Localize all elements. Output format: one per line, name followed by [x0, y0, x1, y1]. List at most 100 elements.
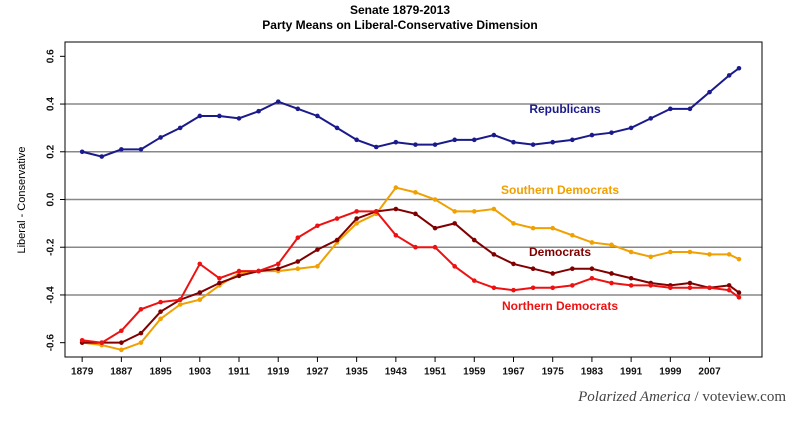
- point: [530, 285, 536, 291]
- point: [628, 249, 634, 255]
- x-tick-label: 1895: [149, 367, 172, 378]
- point: [589, 240, 595, 245]
- point: [295, 259, 301, 264]
- point: [315, 247, 320, 252]
- series-label: Northern Democrats: [502, 299, 618, 313]
- y-axis-label: Liberal - Conservative: [16, 147, 28, 254]
- point: [177, 302, 183, 307]
- x-tick-label: 1959: [463, 367, 486, 378]
- point: [99, 154, 105, 159]
- point: [687, 280, 693, 286]
- point: [315, 113, 320, 119]
- point: [393, 185, 399, 190]
- point: [177, 125, 183, 131]
- point: [609, 130, 614, 135]
- point: [99, 340, 105, 345]
- point: [589, 132, 595, 138]
- point: [158, 299, 163, 305]
- point: [570, 137, 575, 143]
- point: [295, 266, 301, 272]
- point: [609, 271, 614, 276]
- point: [570, 283, 575, 288]
- point: [138, 330, 144, 336]
- x-tick-label: 1975: [542, 367, 565, 378]
- point: [432, 142, 438, 147]
- point: [471, 278, 477, 283]
- series-label: Southern Democrats: [501, 183, 619, 197]
- point: [452, 209, 457, 214]
- point: [138, 306, 144, 312]
- point: [119, 340, 124, 345]
- point: [668, 285, 673, 291]
- point: [138, 340, 144, 345]
- point: [491, 206, 497, 212]
- y-tick-label: 0.4: [46, 97, 57, 111]
- point: [275, 261, 281, 267]
- x-tick-label: 1935: [346, 367, 369, 378]
- point: [628, 275, 634, 281]
- x-tick-label: 1951: [424, 367, 447, 378]
- point: [707, 89, 712, 95]
- point: [648, 283, 654, 288]
- point: [668, 249, 673, 255]
- point: [550, 225, 556, 231]
- point: [687, 106, 693, 112]
- y-tick-label: -0.6: [46, 334, 57, 352]
- y-tick-label: 0.6: [46, 49, 57, 63]
- point: [452, 221, 457, 226]
- point: [119, 347, 124, 353]
- point: [736, 256, 742, 262]
- point: [726, 283, 732, 288]
- point: [295, 235, 301, 240]
- point: [511, 261, 516, 267]
- plot-frame: [64, 41, 763, 358]
- point: [471, 237, 477, 243]
- point: [550, 139, 556, 145]
- point: [628, 125, 634, 131]
- point: [491, 285, 497, 291]
- point: [256, 108, 261, 114]
- point: [432, 244, 438, 250]
- x-tick-label: 1967: [502, 367, 525, 378]
- point: [354, 137, 359, 143]
- point: [413, 211, 418, 217]
- point: [511, 139, 516, 145]
- point: [217, 113, 222, 119]
- point: [530, 266, 536, 272]
- x-tick-label: 1927: [306, 367, 329, 378]
- point: [589, 266, 595, 272]
- point: [609, 280, 614, 286]
- point: [491, 132, 497, 138]
- point: [315, 264, 320, 269]
- point: [119, 147, 124, 152]
- point: [393, 139, 399, 145]
- point: [432, 197, 438, 202]
- point: [687, 249, 693, 255]
- point: [334, 237, 340, 243]
- point: [373, 209, 379, 214]
- y-tick-label: -0.2: [46, 238, 57, 256]
- point: [354, 209, 359, 214]
- point: [236, 273, 242, 279]
- point: [511, 221, 516, 226]
- point: [236, 268, 242, 274]
- point: [197, 297, 203, 303]
- point: [687, 285, 693, 291]
- point: [452, 264, 457, 269]
- point: [628, 283, 634, 288]
- source-name: Polarized America: [577, 389, 691, 405]
- point: [236, 116, 242, 121]
- point: [736, 295, 742, 300]
- point: [158, 309, 163, 314]
- point: [393, 232, 399, 238]
- chart-title: Senate 1879-2013: [350, 3, 450, 17]
- x-tick-label: 2007: [698, 367, 721, 378]
- x-tick-label: 1879: [71, 367, 94, 378]
- point: [373, 144, 379, 150]
- point: [707, 285, 712, 291]
- x-tick-label: 1911: [228, 367, 250, 378]
- point: [570, 266, 575, 272]
- point: [334, 216, 340, 221]
- point: [511, 287, 516, 293]
- point: [609, 242, 614, 248]
